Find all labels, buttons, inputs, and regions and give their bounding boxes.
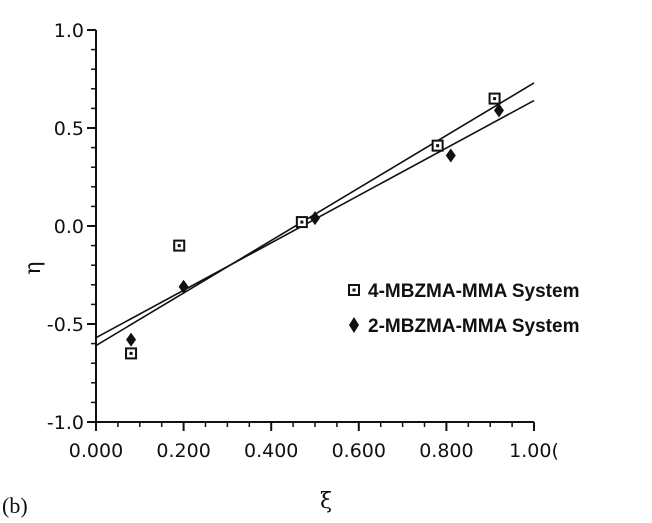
data-point-diamond xyxy=(126,332,137,347)
y-tick-label: 0.0 xyxy=(54,216,84,238)
x-tick-label: 0.000 xyxy=(69,440,123,462)
legend-label-4mbzma: 4-MBZMA-MMA System xyxy=(368,281,579,302)
data-point-square xyxy=(295,216,308,229)
x-tick-label: 0.400 xyxy=(244,440,298,462)
x-tick-label: 0.200 xyxy=(156,440,210,462)
x-tick-label: 1.00( xyxy=(509,440,559,462)
data-point-diamond xyxy=(493,103,504,118)
legend-square-marker-inner xyxy=(352,288,356,292)
x-tick-label: 0.800 xyxy=(419,440,473,462)
y-tick-label: -1.0 xyxy=(47,412,84,434)
y-tick-label: -0.5 xyxy=(47,314,84,336)
legend-item-2mbzma: 2-MBZMA-MMA System xyxy=(349,316,579,337)
legend: 4-MBZMA-MMA System 2-MBZMA-MMA System xyxy=(348,281,579,337)
y-axis-label: η xyxy=(21,261,46,274)
data-point-square xyxy=(125,347,138,360)
y-tick-label: 1.0 xyxy=(54,20,84,42)
data-point-square xyxy=(173,239,186,252)
data-point-square xyxy=(431,139,444,152)
legend-label-2mbzma: 2-MBZMA-MMA System xyxy=(368,316,579,337)
y-tick-label: 0.5 xyxy=(54,118,84,140)
data-point-diamond xyxy=(445,148,456,163)
data-point-diamond xyxy=(310,211,320,226)
ticks xyxy=(87,29,535,431)
data-point-square xyxy=(488,92,501,105)
panel-label: (b) xyxy=(2,493,28,518)
tick-labels: 1.0 0.5 0.0 -0.5 -1.0 0.000 0.200 0.400 0.600 0.8… xyxy=(47,20,559,462)
x-axis-label: ξ xyxy=(320,489,332,514)
data-point-diamond xyxy=(178,279,189,294)
markers xyxy=(125,92,504,360)
legend-diamond-marker xyxy=(349,317,359,333)
x-tick-label: 0.600 xyxy=(332,440,386,462)
axes xyxy=(95,30,534,423)
legend-item-4mbzma: 4-MBZMA-MMA System xyxy=(348,281,579,302)
